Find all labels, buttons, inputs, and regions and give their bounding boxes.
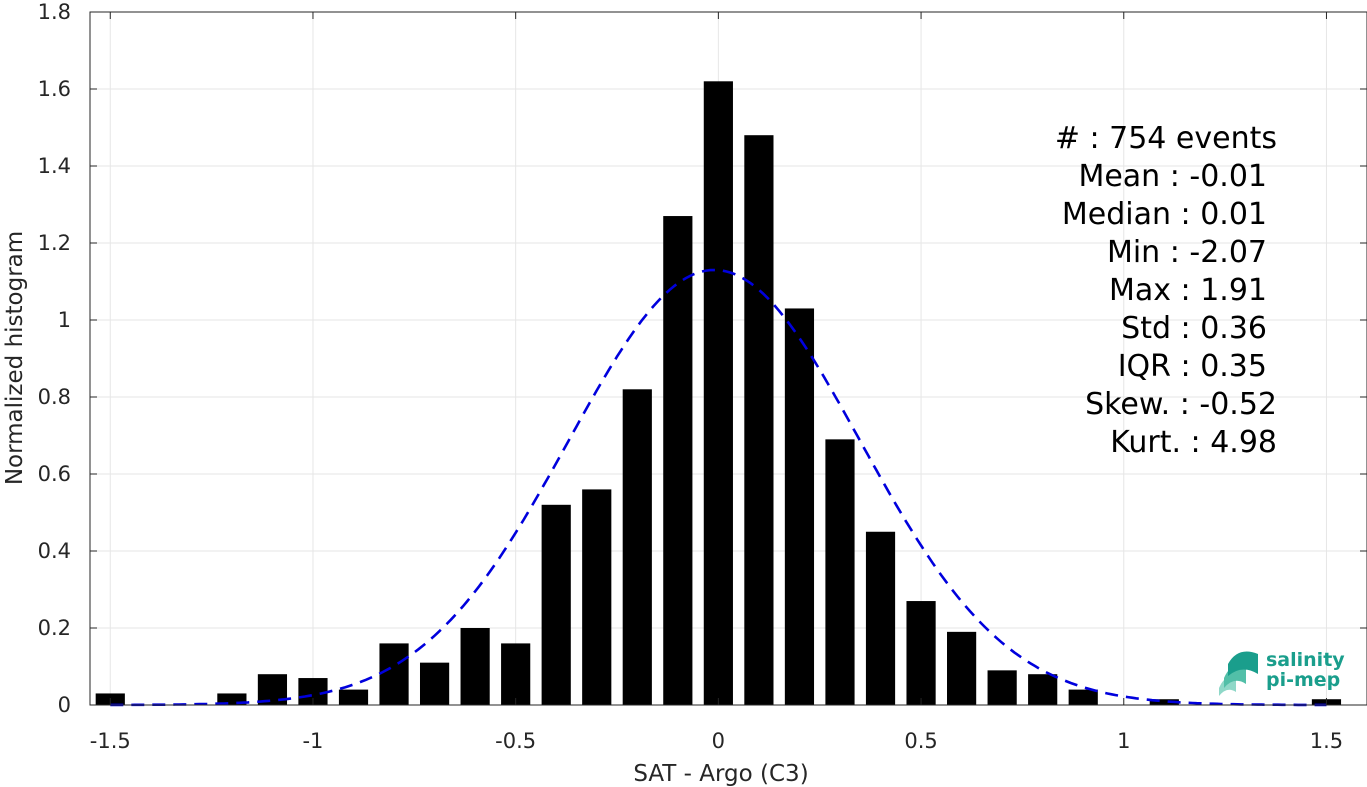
x-axis-ticks: -1.5 -1 -0.5 0 0.5 1 1.5 (90, 12, 1343, 753)
histogram-bar (1149, 699, 1179, 705)
histogram-bar (460, 628, 490, 705)
stat-line: Mean : -0.01 (1078, 159, 1267, 194)
x-tick-label: 1.5 (1310, 729, 1343, 753)
stat-line: Kurt. : 4.98 (1110, 425, 1277, 460)
stat-line: Skew. : -0.52 (1085, 387, 1277, 422)
stat-line: Min : -2.07 (1107, 235, 1267, 270)
histogram-bar (1068, 689, 1098, 705)
x-tick-label: -0.5 (495, 729, 536, 753)
histogram-bar (501, 643, 531, 705)
stat-line: IQR : 0.35 (1118, 349, 1267, 384)
histogram-bar (379, 643, 409, 705)
plot-frame (89, 11, 1367, 706)
y-tick-label: 1.8 (38, 0, 71, 24)
histogram-bars (95, 81, 1342, 706)
histogram-bar (622, 389, 652, 705)
x-tick-label: 0 (712, 729, 725, 753)
histogram-bar (541, 504, 571, 705)
stat-line: # : 754 events (1055, 121, 1277, 156)
x-tick-label: 1 (1117, 729, 1130, 753)
histogram-bar (744, 135, 774, 705)
y-tick-label: 1.6 (38, 77, 71, 101)
histogram-bar (582, 489, 612, 705)
y-tick-label: 1.2 (38, 231, 71, 255)
y-tick-label: 0 (58, 693, 71, 717)
y-tick-label: 0.8 (38, 385, 71, 409)
histogram-bar (987, 670, 1017, 705)
stat-line: Median : 0.01 (1062, 197, 1267, 232)
histogram-bar (663, 216, 693, 706)
histogram-bar (865, 531, 896, 705)
x-tick-label: -1 (302, 729, 323, 753)
y-tick-label: 1 (58, 308, 71, 332)
wave-logo-icon (1219, 651, 1258, 696)
histogram-bar (947, 631, 977, 705)
logo-text-line1: salinity (1266, 649, 1345, 671)
x-axis-label: SAT - Argo (C3) (633, 761, 808, 787)
histogram-bar (906, 601, 936, 705)
histogram-bar (1028, 674, 1058, 705)
x-tick-label: -1.5 (90, 729, 131, 753)
y-tick-label: 1.4 (38, 154, 71, 178)
y-tick-label: 0.4 (38, 539, 71, 563)
y-tick-label: 0.2 (38, 616, 71, 640)
stat-line: Std : 0.36 (1121, 311, 1267, 346)
x-tick-label: 0.5 (904, 729, 937, 753)
histogram-bar (825, 439, 855, 705)
histogram-bar (338, 689, 369, 705)
y-tick-label: 0.6 (38, 462, 71, 486)
y-axis-ticks: 0 0.2 0.4 0.6 0.8 1 1.2 1.4 1.6 1.8 (38, 0, 1367, 717)
histogram-bar (217, 693, 247, 705)
histogram-bar (419, 662, 450, 705)
salinity-pi-mep-logo: salinity pi-mep (1219, 649, 1345, 696)
histogram-bar (784, 308, 815, 705)
stat-line: Max : 1.91 (1109, 273, 1267, 308)
y-axis-label: Normalized histogram (2, 231, 28, 485)
histogram-bar (703, 81, 733, 706)
logo-text-line2: pi-mep (1266, 669, 1340, 691)
